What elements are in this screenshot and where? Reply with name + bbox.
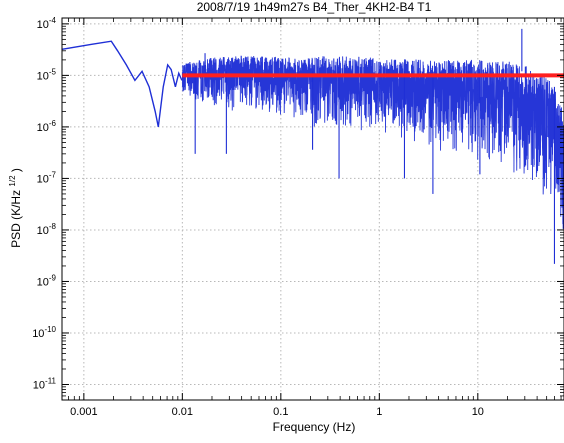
y-tick-label-0: 10-4 (37, 16, 57, 31)
y-tick-label-2: 10-6 (37, 119, 57, 134)
psd-lowfreq-series (61, 40, 183, 128)
y-axis-label-close: ) (9, 168, 23, 172)
y-tick-label-1: 10-5 (37, 67, 57, 82)
y-tick-label-4: 10-8 (37, 222, 57, 237)
y-tick-label-base-3: 10 (37, 173, 49, 185)
y-tick-label-exp-0: -4 (49, 16, 57, 25)
y-tick-label-base-0: 10 (37, 19, 49, 31)
y-tick-label-base-2: 10 (37, 122, 49, 134)
y-tick-label-exp-2: -6 (49, 119, 57, 128)
y-tick-label-5: 10-9 (37, 273, 57, 288)
y-axis-label-main: PSD (K/Hz (9, 190, 23, 248)
y-tick-label-exp-1: -5 (49, 67, 57, 76)
y-tick-label-exp-7: -11 (45, 376, 57, 385)
x-tick-label-0: 0.001 (70, 406, 98, 418)
y-tick-label-exp-3: -7 (49, 170, 57, 179)
plot-frame (61, 17, 564, 401)
y-tick-label-base-4: 10 (37, 225, 49, 237)
x-tick-label-3: 1 (376, 406, 382, 418)
y-tick-label-exp-4: -8 (49, 222, 57, 231)
plot-layer: 0.001 0.01 0.1 1 1010-410-510-610-710-810-91… (32, 16, 564, 418)
y-tick-label-base-7: 10 (33, 379, 45, 391)
y-tick-label-base-6: 10 (32, 328, 44, 340)
x-tick-label-1: 0.01 (172, 406, 193, 418)
y-tick-label-exp-6: -10 (44, 325, 56, 334)
x-axis-label: Frequency (Hz) (273, 420, 356, 434)
y-tick-label-7: 10-11 (33, 376, 57, 391)
y-axis-label: PSD (K/Hz 1/2 ) (4, 168, 23, 248)
y-tick-label-3: 10-7 (37, 170, 57, 185)
psd-highfreq-series (181, 55, 564, 229)
y-tick-label-exp-5: -9 (49, 273, 57, 282)
y-tick-label-base-1: 10 (37, 70, 49, 82)
y-tick-label-6: 10-10 (32, 325, 56, 340)
chart-title: 2008/7/19 1h49m27s B4_Ther_4KH2-B4 T1 (197, 0, 432, 14)
x-tick-label-4: 10 (472, 406, 484, 418)
y-axis-label-exp: 1/2 (8, 175, 17, 187)
x-tick-label-2: 0.1 (273, 406, 288, 418)
y-tick-label-base-5: 10 (37, 276, 49, 288)
